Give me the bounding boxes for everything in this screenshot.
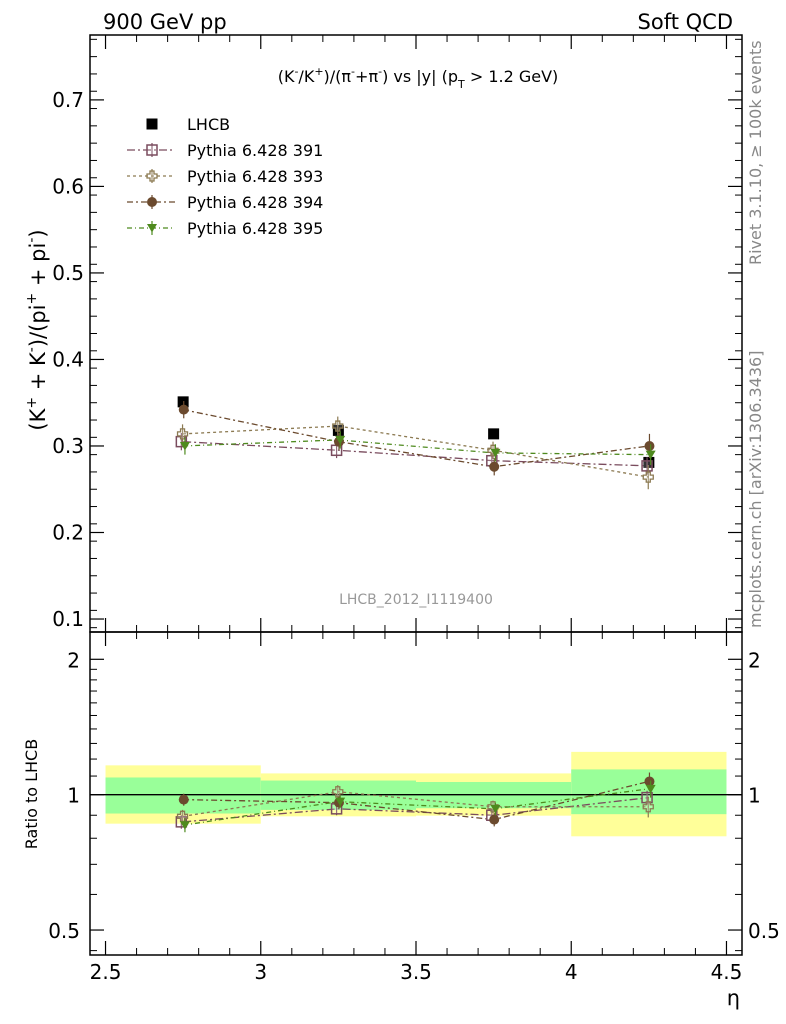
legend-label: Pythia 6.428 391 xyxy=(187,141,323,160)
legend-label: Pythia 6.428 393 xyxy=(187,167,323,186)
legend-label: Pythia 6.428 395 xyxy=(187,219,323,238)
legend-marker xyxy=(147,197,157,207)
x-axis: 2.5 3 3.5 4 4.5 xyxy=(90,632,743,984)
main-plot-marks xyxy=(175,396,656,490)
ratio-data-point xyxy=(644,776,655,787)
data-point xyxy=(488,428,500,440)
data-point xyxy=(178,404,189,415)
x-tick-label: 3.5 xyxy=(400,960,432,984)
rivet-version-label: Rivet 3.1.10, ≥ 100k events xyxy=(746,40,765,265)
legend-marker xyxy=(146,118,158,130)
ratio-panel: 0.5 0.5 1 1 2 2 2.5 3 3.5 4 4.5 Ratio to LHCB η xyxy=(22,631,780,1010)
ratio-series-line-3 xyxy=(183,780,650,821)
ratio-data-point xyxy=(178,794,189,805)
data-point xyxy=(335,435,346,445)
main-y-tick-label: 0.6 xyxy=(52,174,84,198)
x-tick-label: 3 xyxy=(254,960,267,984)
main-chart-title: (K-/K+)/(π-+π-) vs |y| (pT > 1.2 GeV) xyxy=(278,65,559,91)
main-y-tick-label: 0.5 xyxy=(52,261,84,285)
data-point xyxy=(643,456,655,468)
ratio-y-tick-label-right: 2 xyxy=(748,648,761,672)
ratio-data-point xyxy=(489,814,500,825)
ratio-data-point xyxy=(335,797,346,807)
ratio-y-tick-label: 2 xyxy=(67,648,80,672)
ratio-series-line-2 xyxy=(183,791,649,817)
data-point xyxy=(332,420,344,432)
data-point xyxy=(641,460,653,472)
data-point xyxy=(645,450,656,460)
ratio-data-point xyxy=(642,801,654,813)
main-y-tick-label: 0.2 xyxy=(52,521,84,545)
ratio-plot-marks xyxy=(90,751,742,837)
mcplots-label: mcplots.cern.ch [arXiv:1306.3436] xyxy=(746,351,765,628)
ratio-y-tick-label: 1 xyxy=(67,784,80,808)
main-y-tick-label: 0.1 xyxy=(52,607,84,631)
main-x-ticks xyxy=(104,35,728,632)
legend-marker xyxy=(147,224,157,233)
main-y-tick-label: 0.3 xyxy=(52,434,84,458)
series-line-2 xyxy=(183,425,649,478)
main-y-axis: 0.1 0.2 0.3 0.4 0.5 0.6 0.7 xyxy=(52,38,742,631)
ratio-data-point xyxy=(490,804,501,814)
ratio-y-tick-label: 0.5 xyxy=(48,919,80,943)
ratio-y-axis-label: Ratio to LHCB xyxy=(22,739,41,849)
main-panel: 0.1 0.2 0.3 0.4 0.5 0.6 0.7 (K-/K+)/(π-+π-) vs… xyxy=(24,34,743,633)
ratio-data-point xyxy=(641,791,653,804)
analysis-id-label: LHCB_2012_I1119400 xyxy=(339,592,493,608)
legend: LHCB Pythia 6.428 391 Pythia 6.428 393 Pyth… xyxy=(127,115,323,238)
ratio-y-tick-label-right: 1 xyxy=(748,784,761,808)
data-point xyxy=(642,471,654,483)
main-y-tick-label: 0.7 xyxy=(52,88,84,112)
data-point xyxy=(175,435,188,448)
main-y-axis-label: (K+ + K-)/(pi+ + pi-) xyxy=(24,229,50,430)
x-tick-label: 4.5 xyxy=(711,960,743,984)
main-y-tick-label: 0.4 xyxy=(52,347,84,371)
x-tick-label: 4 xyxy=(565,960,578,984)
data-point xyxy=(490,448,501,458)
x-tick-label: 2.5 xyxy=(90,960,122,984)
ratio-y-tick-label-right: 0.5 xyxy=(748,919,780,943)
series-line-3 xyxy=(183,409,649,468)
ratio-data-point xyxy=(179,821,190,830)
data-point xyxy=(644,440,655,451)
header-left: 900 GeV pp xyxy=(103,10,227,34)
legend-marker xyxy=(146,144,158,156)
data-point xyxy=(179,441,190,451)
data-point xyxy=(489,461,500,472)
series-line-4 xyxy=(183,439,649,456)
legend-label: Pythia 6.428 394 xyxy=(187,193,323,212)
ratio-y-axis: 0.5 0.5 1 1 2 2 xyxy=(48,648,780,952)
header-right: Soft QCD xyxy=(638,10,733,34)
ratio-data-point xyxy=(645,784,656,794)
x-axis-label: η xyxy=(727,986,740,1010)
legend-marker xyxy=(146,170,158,182)
legend-label: LHCB xyxy=(187,115,230,134)
